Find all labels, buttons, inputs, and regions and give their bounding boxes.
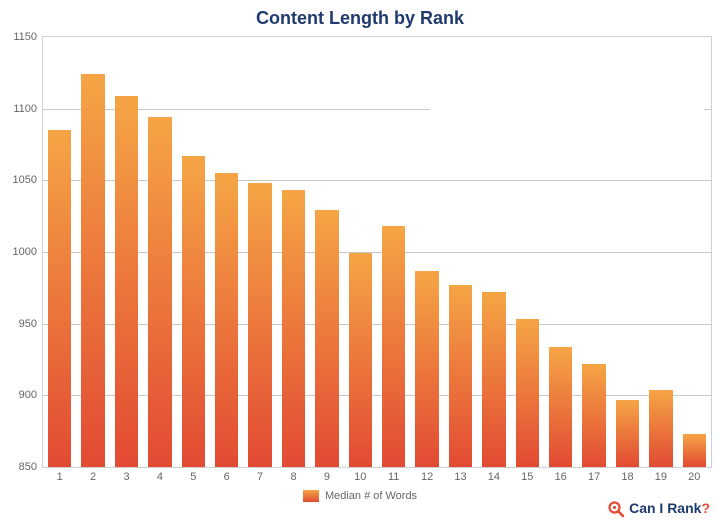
- bar: [248, 183, 271, 467]
- bar: [549, 347, 572, 467]
- legend-label: Median # of Words: [325, 490, 417, 502]
- brand-text: Can I Rank: [629, 500, 701, 516]
- bar: [683, 434, 706, 467]
- x-tick-label: 16: [555, 471, 567, 483]
- bar: [449, 285, 472, 467]
- legend-swatch: [303, 490, 319, 502]
- bar: [415, 271, 438, 467]
- y-tick-label: 950: [19, 318, 37, 330]
- bar: [315, 210, 338, 467]
- x-tick-label: 18: [621, 471, 633, 483]
- chart-title: Content Length by Rank: [0, 8, 720, 29]
- bar: [182, 156, 205, 467]
- x-tick-label: 17: [588, 471, 600, 483]
- x-tick-label: 2: [90, 471, 96, 483]
- x-tick-label: 6: [224, 471, 230, 483]
- x-tick-label: 14: [488, 471, 500, 483]
- x-tick-label: 10: [354, 471, 366, 483]
- y-tick-label: 1000: [13, 246, 37, 258]
- x-tick-label: 8: [290, 471, 296, 483]
- content-length-chart: Content Length by Rank 85090095010001050…: [0, 0, 720, 524]
- y-tick-label: 1100: [13, 103, 37, 115]
- y-tick-label: 1150: [13, 31, 37, 43]
- x-tick-label: 5: [190, 471, 196, 483]
- magnifier-icon: [607, 500, 625, 518]
- bar: [115, 96, 138, 467]
- x-tick-label: 1: [57, 471, 63, 483]
- bar: [582, 364, 605, 467]
- x-tick-label: 7: [257, 471, 263, 483]
- bar: [282, 190, 305, 467]
- x-tick-label: 20: [688, 471, 700, 483]
- bar: [148, 117, 171, 467]
- plot-area: 8509009501000105011001150123456789101112…: [42, 36, 712, 468]
- x-tick-label: 19: [655, 471, 667, 483]
- x-tick-label: 3: [123, 471, 129, 483]
- bar: [215, 173, 238, 467]
- x-tick-label: 12: [421, 471, 433, 483]
- y-tick-label: 850: [19, 461, 37, 473]
- x-tick-label: 13: [454, 471, 466, 483]
- overlay-box: [430, 41, 704, 136]
- bar: [516, 319, 539, 467]
- x-tick-label: 15: [521, 471, 533, 483]
- y-tick-label: 900: [19, 389, 37, 401]
- x-tick-label: 4: [157, 471, 163, 483]
- bar: [649, 390, 672, 467]
- bar: [81, 74, 104, 467]
- x-tick-label: 11: [388, 471, 399, 483]
- brand-question-mark: ?: [701, 500, 710, 516]
- bar: [482, 292, 505, 467]
- y-tick-label: 1050: [13, 174, 37, 186]
- brand-logo: Can I Rank?: [607, 500, 710, 518]
- bar: [616, 400, 639, 467]
- x-tick-label: 9: [324, 471, 330, 483]
- bar: [48, 130, 71, 467]
- bar: [349, 253, 372, 467]
- bar: [382, 226, 405, 467]
